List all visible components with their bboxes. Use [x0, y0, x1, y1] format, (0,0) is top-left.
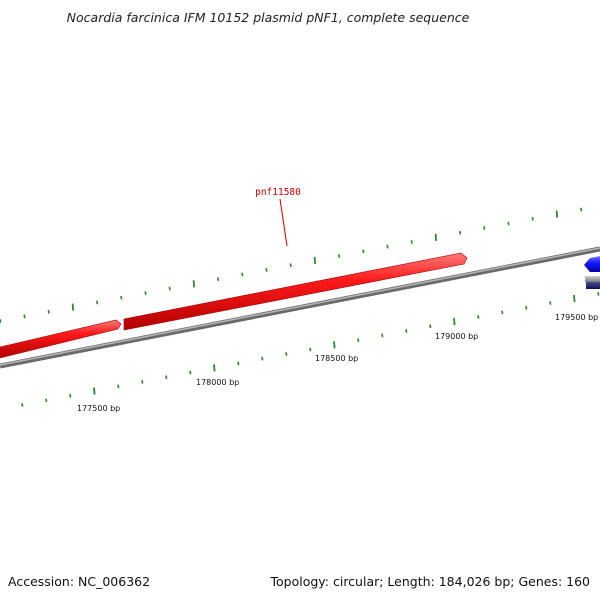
- major-tick: [333, 341, 336, 349]
- minor-tick: [381, 333, 384, 338]
- minor-tick: [477, 315, 480, 319]
- gene-label[interactable]: pnf11580: [255, 187, 301, 198]
- minor-tick: [261, 356, 264, 361]
- minor-tick: [362, 249, 365, 254]
- minor-tick: [429, 324, 432, 329]
- gene-arrow-blue[interactable]: [584, 256, 600, 272]
- minor-tick: [549, 301, 552, 305]
- map-title: Nocardia farcinica IFM 10152 plasmid pNF…: [67, 10, 470, 25]
- minor-tick: [117, 384, 120, 389]
- minor-tick: [580, 207, 583, 212]
- minor-tick: [21, 403, 24, 407]
- minor-tick: [0, 319, 2, 323]
- minor-tick: [189, 370, 192, 375]
- bp-label-178500: 178500 bp: [315, 354, 358, 363]
- minor-tick: [338, 254, 341, 258]
- minor-tick: [144, 291, 147, 296]
- major-tick: [213, 364, 216, 372]
- minor-tick: [357, 338, 360, 343]
- major-tick: [453, 318, 456, 326]
- major-tick: [93, 387, 96, 395]
- minor-tick: [241, 272, 244, 277]
- gene-label-leader: [279, 198, 288, 247]
- major-tick: [192, 280, 196, 288]
- backbone-line: [0, 246, 600, 369]
- minor-tick: [386, 244, 389, 249]
- minor-tick: [459, 230, 462, 235]
- minor-tick: [165, 375, 168, 380]
- major-tick: [434, 233, 438, 241]
- minor-tick: [69, 393, 72, 398]
- minor-tick: [597, 291, 600, 296]
- minor-tick: [168, 286, 171, 291]
- bp-label-179000: 179000 bp: [435, 332, 478, 341]
- minor-tick: [531, 216, 534, 221]
- outer-tick-row: [0, 207, 583, 323]
- minor-tick: [285, 352, 288, 356]
- major-tick: [555, 210, 559, 218]
- minor-tick: [309, 347, 312, 352]
- minor-tick: [501, 310, 504, 315]
- minor-tick: [120, 295, 123, 300]
- bp-label-177500: 177500 bp: [77, 404, 120, 413]
- minor-tick: [237, 361, 240, 366]
- gene-arrow-pnf11580[interactable]: [123, 252, 468, 331]
- bp-label-179500: 179500 bp: [555, 313, 598, 322]
- minor-tick: [141, 379, 144, 384]
- minor-tick: [483, 226, 486, 230]
- minor-tick: [23, 314, 26, 319]
- gene-feature-navy[interactable]: [586, 282, 600, 289]
- minor-tick: [507, 221, 510, 226]
- gene-feature-grey[interactable]: [585, 276, 600, 282]
- major-tick: [71, 303, 75, 311]
- minor-tick: [47, 309, 50, 314]
- minor-tick: [289, 263, 292, 268]
- minor-tick: [96, 300, 99, 305]
- accession-text: Accession: NC_006362: [8, 574, 150, 589]
- gene-label-group: pnf11580: [255, 187, 301, 247]
- minor-tick: [265, 267, 268, 272]
- inner-tick-row: [21, 291, 600, 407]
- gene-arrow-left[interactable]: [0, 319, 122, 359]
- major-tick: [573, 294, 576, 303]
- minor-tick: [525, 305, 528, 310]
- minor-tick: [410, 240, 413, 244]
- minor-tick: [45, 398, 48, 403]
- major-tick: [313, 257, 317, 265]
- bp-label-178000: 178000 bp: [196, 378, 239, 387]
- genome-summary-text: Topology: circular; Length: 184,026 bp; …: [270, 574, 591, 589]
- minor-tick: [217, 277, 220, 282]
- minor-tick: [405, 328, 408, 333]
